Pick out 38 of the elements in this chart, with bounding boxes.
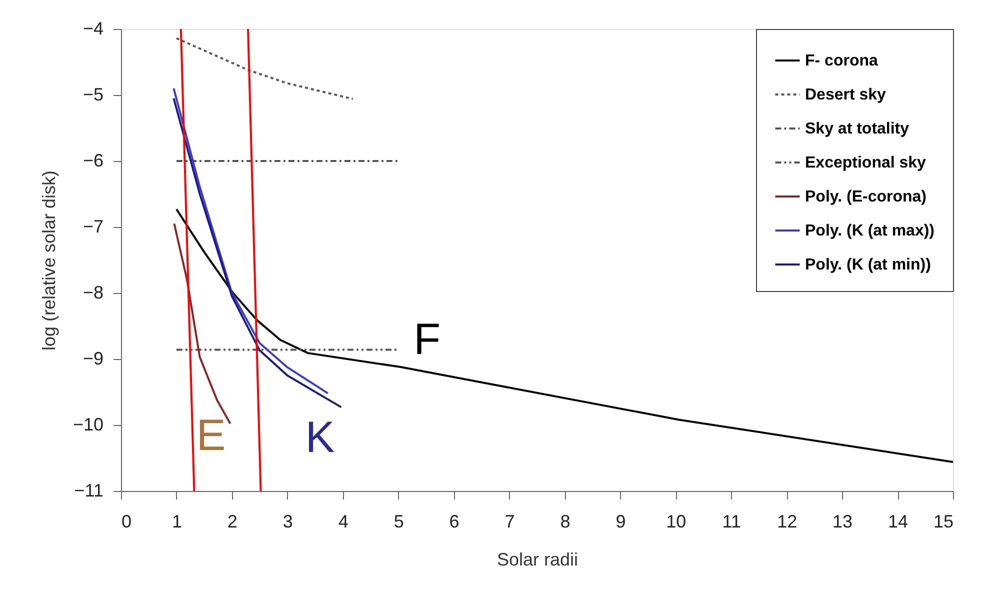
- x-tick-label: 1: [172, 512, 182, 532]
- x-tick-label: 7: [504, 512, 515, 532]
- x-tick-label: 10: [666, 512, 686, 532]
- x-tick-label: 0: [122, 512, 132, 532]
- x-tick-label: 11: [722, 512, 741, 532]
- legend-label: Poly. (K (at max)): [805, 222, 934, 240]
- annotation: K: [305, 413, 335, 462]
- line-series: [175, 208, 953, 463]
- y-tick-label: −6: [82, 150, 104, 170]
- x-axis-title: Solar radii: [496, 550, 578, 570]
- x-tick-label: 14: [888, 512, 908, 532]
- x-tick-label: 5: [394, 512, 404, 532]
- x-tick-label: 8: [560, 512, 570, 532]
- x-tick-label: 9: [616, 512, 626, 532]
- y-tick-label: −5: [82, 84, 104, 104]
- y-tick-label: −11: [74, 480, 104, 500]
- x-tick-label: 15: [933, 512, 954, 532]
- legend-label: Exceptional sky: [805, 154, 926, 172]
- y-tick-label: −9: [82, 348, 104, 368]
- x-tick-label: 12: [777, 512, 798, 532]
- annotation: E: [196, 411, 226, 460]
- x-tick-label: 6: [449, 512, 460, 532]
- y-tick-label: −10: [72, 414, 104, 434]
- y-tick-label: −4: [82, 18, 104, 38]
- legend-label: Poly. (K (at min)): [805, 256, 931, 274]
- y-axis-title: log (relative solar disk): [38, 170, 59, 351]
- line-series: [175, 37, 354, 100]
- legend-label: Desert sky: [805, 86, 886, 104]
- x-tick-label: 13: [832, 512, 853, 532]
- annotation: F: [414, 315, 440, 364]
- x-tick-label: 3: [282, 512, 293, 532]
- x-tick-label: 4: [338, 512, 348, 532]
- y-tick-label: −7: [82, 216, 104, 236]
- y-tick-label: −8: [82, 282, 104, 302]
- legend-label: F- corona: [805, 52, 878, 70]
- legend-label: Poly. (E-corona): [805, 188, 926, 206]
- legend-label: Sky at totality: [805, 120, 910, 138]
- x-tick-label: 2: [227, 512, 238, 532]
